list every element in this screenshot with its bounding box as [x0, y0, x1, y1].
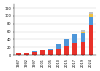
Bar [72, 34, 77, 43]
Bar [89, 14, 93, 17]
Bar [40, 50, 45, 55]
Bar [72, 43, 77, 55]
Bar [89, 24, 93, 55]
Bar [80, 32, 85, 33]
Bar [32, 52, 37, 55]
Bar [80, 42, 85, 55]
Bar [80, 30, 85, 32]
Bar [89, 17, 93, 24]
Bar [64, 46, 69, 55]
Bar [56, 45, 61, 49]
Bar [56, 49, 61, 55]
Bar [89, 12, 93, 14]
Bar [16, 53, 21, 55]
Bar [24, 53, 29, 55]
Bar [48, 49, 53, 50]
Bar [48, 50, 53, 55]
Bar [32, 51, 37, 52]
Bar [80, 33, 85, 42]
Bar [64, 39, 69, 46]
